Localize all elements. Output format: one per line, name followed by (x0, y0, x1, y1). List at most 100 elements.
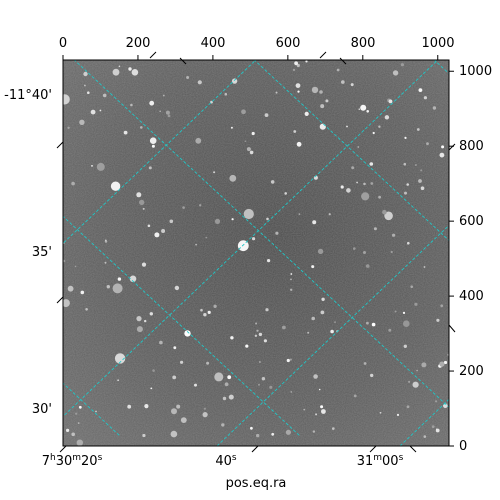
star (246, 147, 251, 152)
star (320, 104, 325, 109)
star (366, 321, 369, 325)
grid-edge-tick (448, 143, 456, 151)
star (173, 346, 177, 350)
star (406, 405, 410, 409)
star (396, 413, 400, 416)
star (336, 68, 340, 72)
star (76, 439, 84, 446)
star (106, 285, 111, 289)
ra-tick-label: 7h30m20s (42, 453, 103, 469)
star (290, 278, 292, 281)
star (213, 304, 217, 308)
right-y-tick-label: 400 (459, 289, 484, 304)
right-y-tick-labels: 0 200 400 600 800 1000 (459, 64, 492, 454)
star (194, 383, 197, 387)
star (63, 94, 70, 105)
star (229, 174, 237, 182)
star (131, 69, 139, 76)
dec-tick-labels: -11°40' 35' 30' (4, 88, 52, 417)
star (369, 162, 374, 166)
star (197, 80, 202, 85)
star (394, 310, 397, 313)
star (265, 308, 269, 312)
star (167, 114, 171, 118)
star (423, 96, 427, 100)
star (373, 227, 377, 231)
star (378, 195, 381, 199)
star (312, 220, 317, 225)
star (127, 404, 132, 409)
star (104, 261, 107, 264)
star (443, 360, 448, 365)
star (346, 188, 351, 193)
star (213, 171, 216, 174)
star (96, 162, 105, 171)
star (290, 391, 293, 393)
star (404, 191, 407, 195)
star (311, 316, 316, 321)
star (90, 109, 96, 115)
star (365, 264, 370, 268)
star (136, 326, 143, 333)
star (176, 404, 181, 409)
star (319, 90, 323, 94)
star (282, 325, 286, 330)
star (154, 232, 160, 238)
star (258, 361, 261, 363)
grid-edge-tick (369, 445, 377, 453)
star (214, 372, 224, 382)
star (105, 239, 107, 242)
star (311, 86, 319, 94)
star (195, 243, 198, 246)
star (142, 433, 146, 438)
star (388, 99, 393, 104)
star (341, 80, 345, 84)
star (170, 430, 178, 438)
star (269, 385, 273, 389)
star (165, 110, 170, 115)
top-x-tick-labels: 0 200 400 600 800 1000 (59, 36, 455, 51)
star (95, 410, 97, 413)
star (171, 408, 177, 415)
star (384, 211, 393, 221)
star (313, 374, 318, 379)
grid-edge-tick (251, 445, 259, 453)
star (439, 152, 445, 158)
star (420, 186, 425, 190)
grid-line (63, 60, 439, 418)
star (250, 426, 253, 430)
star (275, 91, 278, 94)
star (85, 308, 88, 311)
grid-edge-tick (409, 445, 417, 453)
grid-line (73, 60, 449, 408)
right-y-tick-label: 1000 (459, 64, 492, 79)
star (296, 141, 302, 147)
star (402, 311, 406, 314)
star (423, 435, 427, 438)
star (271, 432, 275, 436)
star (144, 404, 149, 409)
coordinate-grid (63, 60, 449, 446)
star (83, 71, 88, 77)
star (304, 111, 309, 116)
star (141, 262, 147, 267)
star (214, 218, 221, 224)
star (390, 250, 393, 254)
star (249, 150, 254, 155)
star (144, 319, 147, 323)
star (285, 429, 291, 435)
star (136, 192, 142, 198)
dec-tick-label: 30' (32, 402, 52, 417)
star (441, 145, 445, 149)
top-x-tick-label: 400 (201, 36, 226, 51)
star (404, 136, 407, 139)
star (266, 217, 269, 221)
dec-tick-label: 35' (32, 245, 52, 260)
star (228, 394, 234, 400)
star (379, 411, 382, 414)
star (202, 412, 208, 418)
star (140, 126, 143, 129)
star (254, 334, 258, 337)
top-x-tick-label: 600 (276, 36, 301, 51)
star (231, 218, 234, 221)
